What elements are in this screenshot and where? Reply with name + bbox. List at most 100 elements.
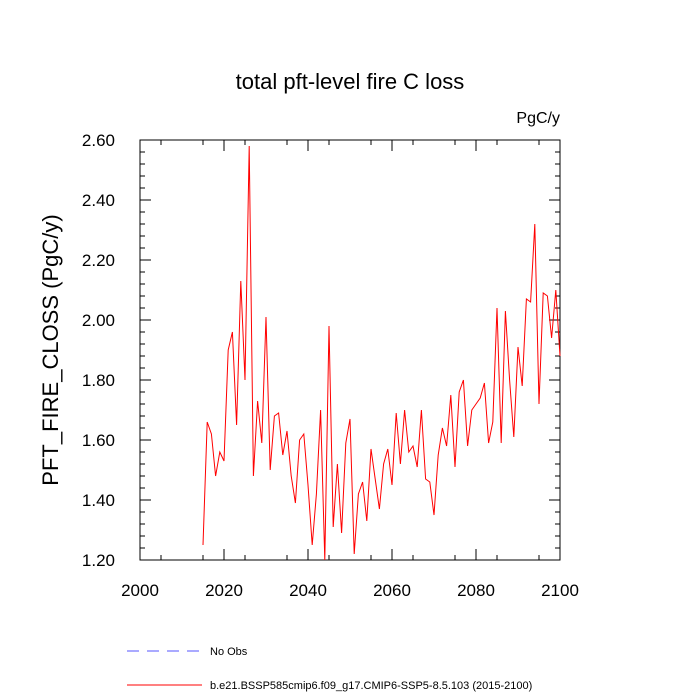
- data-point: [442, 427, 443, 428]
- data-point: [232, 331, 233, 332]
- data-point: [240, 280, 241, 281]
- data-point: [391, 484, 392, 485]
- data-point: [425, 478, 426, 479]
- data-point: [492, 421, 493, 422]
- data-point: [501, 442, 502, 443]
- data-point: [236, 424, 237, 425]
- data-point: [408, 451, 409, 452]
- data-point: [312, 544, 313, 545]
- data-point: [345, 442, 346, 443]
- data-point: [480, 397, 481, 398]
- data-point: [534, 223, 535, 224]
- data-point: [265, 316, 266, 317]
- legend: No Obs b.e21.BSSP585cmip6.f09_g17.CMIP6-…: [127, 646, 532, 692]
- data-point: [526, 298, 527, 299]
- data-point: [320, 409, 321, 410]
- data-point: [412, 445, 413, 446]
- chart-title: total pft-level fire C loss: [236, 69, 465, 94]
- data-point: [400, 463, 401, 464]
- data-point: [358, 493, 359, 494]
- data-point: [333, 526, 334, 527]
- x-tick-label: 2020: [205, 581, 243, 600]
- data-point: [228, 349, 229, 350]
- data-point: [496, 307, 497, 308]
- data-point: [396, 412, 397, 413]
- data-point: [278, 412, 279, 413]
- data-point: [379, 508, 380, 509]
- data-point: [459, 391, 460, 392]
- data-point: [337, 463, 338, 464]
- data-point: [299, 439, 300, 440]
- data-point: [543, 292, 544, 293]
- data-point: [316, 493, 317, 494]
- data-point: [517, 346, 518, 347]
- data-point: [202, 544, 203, 545]
- y-tick-label: 1.80: [82, 371, 115, 390]
- data-point: [433, 514, 434, 515]
- data-point: [211, 433, 212, 434]
- y-axis: 1.20 1.40 1.60 1.80 2.00 2.20 2.40 2.60: [82, 131, 560, 570]
- data-point: [274, 415, 275, 416]
- y-tick-label: 2.00: [82, 311, 115, 330]
- data-point: [555, 289, 556, 290]
- data-point: [505, 310, 506, 311]
- data-point: [244, 379, 245, 380]
- data-point: [467, 445, 468, 446]
- data-point: [375, 478, 376, 479]
- data-point: [551, 337, 552, 338]
- data-point: [387, 448, 388, 449]
- y-axis-label: PFT_FIRE_CLOSS (PgC/y): [38, 214, 63, 485]
- data-point: [509, 379, 510, 380]
- data-point: [341, 532, 342, 533]
- data-point: [223, 460, 224, 461]
- data-point: [475, 403, 476, 404]
- data-point: [261, 442, 262, 443]
- data-point: [488, 442, 489, 443]
- x-tick-label: 2080: [457, 581, 495, 600]
- legend-label-model: b.e21.BSSP585cmip6.f09_g17.CMIP6-SSP5-8.…: [210, 680, 532, 692]
- x-tick-label: 2100: [541, 581, 579, 600]
- data-point: [328, 325, 329, 326]
- y-tick-label: 2.60: [82, 131, 115, 150]
- data-point: [383, 463, 384, 464]
- data-point: [370, 448, 371, 449]
- series-line: [202, 145, 561, 561]
- data-point: [295, 502, 296, 503]
- data-point: [530, 301, 531, 302]
- x-axis: 2000 2020 2040 2060 2080 2100: [121, 140, 579, 600]
- x-tick-label: 2000: [121, 581, 159, 600]
- data-point: [307, 484, 308, 485]
- plot-frame: [139, 139, 561, 561]
- data-point: [421, 409, 422, 410]
- data-point: [291, 475, 292, 476]
- data-point: [282, 454, 283, 455]
- data-point: [215, 475, 216, 476]
- data-point: [270, 469, 271, 470]
- x-tick-label: 2040: [289, 581, 327, 600]
- y-tick-label: 1.60: [82, 431, 115, 450]
- data-point: [454, 466, 455, 467]
- data-point: [362, 481, 363, 482]
- data-point: [471, 409, 472, 410]
- data-point: [538, 403, 539, 404]
- data-point: [257, 400, 258, 401]
- data-point: [463, 379, 464, 380]
- y-tick-label: 2.20: [82, 251, 115, 270]
- data-point: [366, 520, 367, 521]
- data-point: [450, 394, 451, 395]
- data-point: [207, 421, 208, 422]
- data-point: [484, 382, 485, 383]
- x-tick-label: 2060: [373, 581, 411, 600]
- data-point: [417, 466, 418, 467]
- data-point: [303, 433, 304, 434]
- data-point: [219, 451, 220, 452]
- data-point: [438, 454, 439, 455]
- y-tick-label: 1.20: [82, 551, 115, 570]
- data-point: [349, 418, 350, 419]
- units-label: PgC/y: [516, 110, 560, 127]
- data-point: [446, 445, 447, 446]
- data-point: [324, 559, 325, 560]
- data-point: [404, 409, 405, 410]
- series-layer: [202, 145, 561, 561]
- legend-label-no-obs: No Obs: [210, 646, 248, 658]
